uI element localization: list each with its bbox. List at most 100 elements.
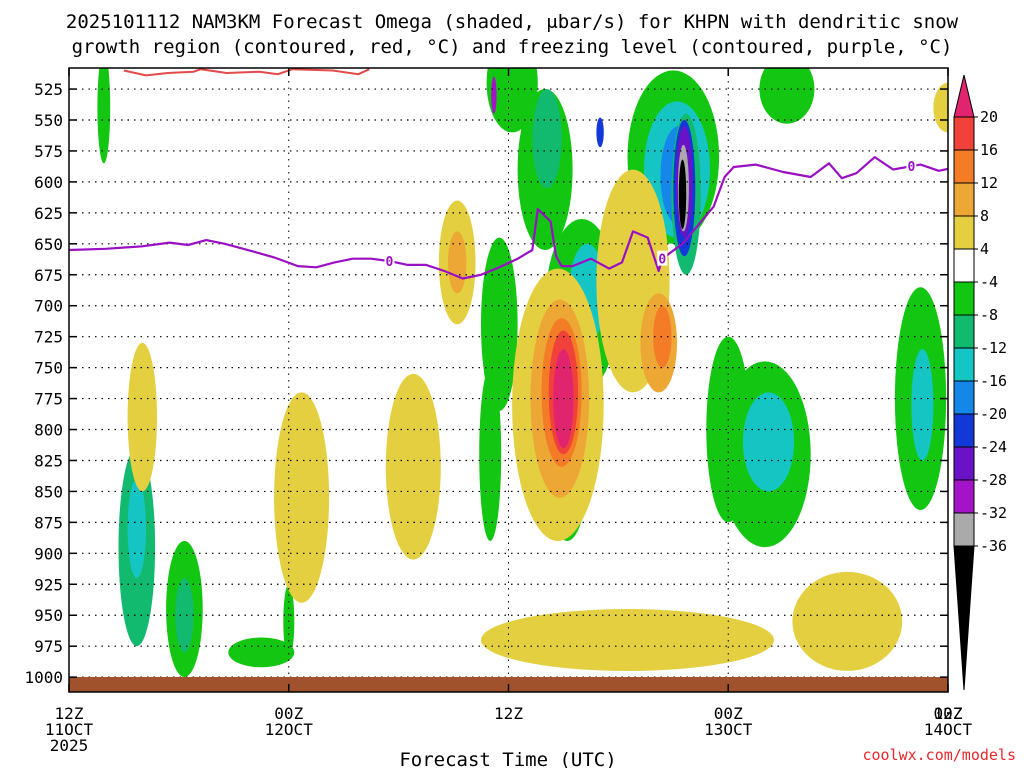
omega-region [792, 571, 903, 671]
pressure-tick-label: 1000 [24, 668, 63, 687]
omega-region [127, 479, 146, 579]
omega-region [228, 637, 295, 668]
pressure-tick-label: 650 [34, 235, 63, 254]
freezing-level-label: 0 [907, 160, 915, 175]
contour-label-bg [906, 157, 917, 173]
omega-region [274, 392, 330, 603]
colorbar-bottom-arrow [953, 545, 975, 691]
contour-label-bg [657, 250, 668, 266]
pressure-tick-label: 700 [34, 297, 63, 316]
time-tick-label: 14OCT [924, 720, 973, 739]
colorbar-label: -8 [980, 306, 998, 324]
contour-label-bg [384, 253, 395, 269]
time-tick-label: 11OCT [45, 720, 94, 739]
time-tick-label: 12Z [934, 704, 963, 723]
colorbar-segment [953, 446, 975, 481]
freezing-level-contour [69, 156, 948, 280]
pressure-tick-label: 925 [34, 575, 63, 594]
colorbar-label: -12 [980, 339, 1007, 357]
colorbar-segment [953, 248, 975, 283]
omega-region [175, 578, 194, 653]
colorbar-segment [953, 512, 975, 547]
omega-colorbar: 20 16 12 8 4 -4 -8 -12 -16 -20 -24 -28 -32 -36 [953, 74, 1007, 691]
omega-region [678, 159, 687, 229]
omega-region [448, 231, 467, 294]
omega-region [127, 342, 157, 492]
omega-region [479, 367, 502, 541]
colorbar-label: 8 [980, 207, 989, 225]
omega-region [759, 68, 815, 124]
pressure-tick-label: 575 [34, 142, 63, 161]
omega-region [911, 349, 934, 461]
pressure-tick-label: 750 [34, 359, 63, 378]
pressure-tick-label: 875 [34, 513, 63, 532]
colorbar-segment [953, 413, 975, 448]
pressure-tick-label: 675 [34, 266, 63, 285]
omega-region [996, 52, 1024, 139]
time-tick-label: 12OCT [265, 720, 314, 739]
colorbar-segment [953, 149, 975, 184]
omega-region [97, 68, 111, 164]
pressure-tick-label: 950 [34, 606, 63, 625]
omega-region [481, 609, 774, 671]
colorbar-segment [953, 380, 975, 415]
pressure-tick-label: 525 [34, 80, 63, 99]
freezing-level-label: 0 [386, 255, 394, 270]
pressure-tick-label: 800 [34, 421, 63, 440]
time-tick-label: 00Z [274, 704, 303, 723]
pressure-tick-label: 725 [34, 328, 63, 347]
contours: 0 0 0 [69, 68, 948, 280]
colorbar-label: -4 [980, 273, 998, 291]
credit-link[interactable]: coolwx.com/models [862, 746, 1016, 764]
omega-region [742, 392, 795, 492]
pressure-tick-label: 775 [34, 390, 63, 409]
time-tick-label: 12Z [494, 704, 523, 723]
colorbar-label: -16 [980, 372, 1007, 390]
omega-region [385, 373, 441, 560]
pressure-tick-label: 975 [34, 637, 63, 656]
x-axis-label: Forecast Time (UTC) [399, 749, 616, 768]
colorbar-segment [953, 281, 975, 316]
colorbar-segment [953, 116, 975, 151]
freezing-level-label: 0 [658, 253, 666, 268]
time-tick-label: 13OCT [704, 720, 753, 739]
colorbar-label: 4 [980, 240, 989, 258]
pressure-tick-label: 625 [34, 204, 63, 223]
omega-region [653, 305, 672, 368]
time-tick-label: 00Z [714, 704, 743, 723]
colorbar-label: 20 [980, 108, 998, 126]
colorbar-segment [953, 479, 975, 514]
colorbar-segment [953, 182, 975, 217]
chart-subtitle: growth region (contoured, red, °C) and f… [72, 36, 953, 58]
colorbar-label: -32 [980, 504, 1007, 522]
pressure-axis: 525 550 575 600 625 650 675 700 725 750 775 800 825 8… [24, 80, 948, 687]
pressure-tick-label: 850 [34, 482, 63, 501]
chart-title: 2025101112 NAM3KM Forecast Omega (shaded… [66, 11, 959, 33]
pressure-tick-label: 825 [34, 451, 63, 470]
omega-region [532, 89, 562, 189]
colorbar-label: 12 [980, 174, 998, 192]
time-tick-label: 12Z [55, 704, 84, 723]
omega-region [596, 117, 604, 148]
omega-shading [97, 52, 1024, 678]
colorbar-label: 16 [980, 141, 998, 159]
colorbar-label: -20 [980, 405, 1007, 423]
omega-region [1008, 70, 1024, 120]
colorbar-label: -24 [980, 438, 1007, 456]
time-tick-label: 2025 [50, 736, 89, 755]
colorbar-segment [953, 314, 975, 349]
colorbar-label: -28 [980, 471, 1007, 489]
dgz-contour [123, 68, 370, 77]
colorbar-segment [953, 347, 975, 382]
colorbar-segment [953, 215, 975, 250]
pressure-tick-label: 550 [34, 111, 63, 130]
pressure-tick-label: 600 [34, 173, 63, 192]
time-tick-label: 00Z [934, 704, 963, 723]
colorbar-label: -36 [980, 537, 1007, 555]
omega-region [491, 76, 497, 114]
colorbar-top-arrow [953, 74, 975, 118]
pressure-tick-label: 900 [34, 544, 63, 563]
